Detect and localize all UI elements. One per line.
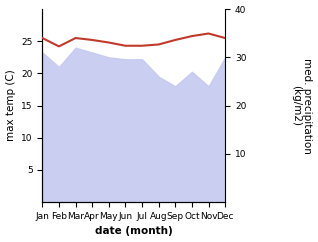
Y-axis label: med. precipitation
(kg/m2): med. precipitation (kg/m2) (291, 58, 313, 153)
X-axis label: date (month): date (month) (95, 227, 173, 236)
Y-axis label: max temp (C): max temp (C) (5, 70, 16, 142)
